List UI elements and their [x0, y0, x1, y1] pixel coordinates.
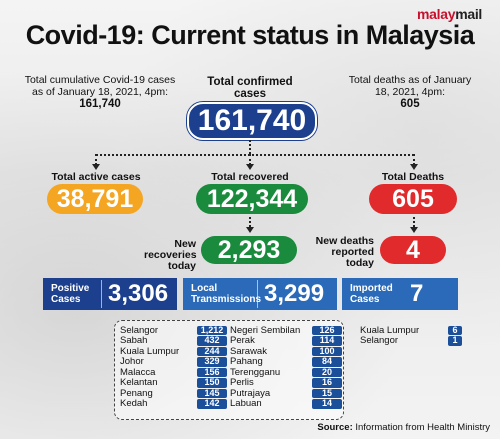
deaths-label: Total Deaths	[381, 171, 445, 183]
page-title: Covid-19: Current status in Malaysia	[25, 20, 475, 50]
list-item: Terengganu 20	[230, 367, 342, 378]
list-item: Sarawak 100	[230, 346, 342, 357]
new-deaths-label: New deaths reported today	[315, 235, 374, 269]
count-badge: 6	[448, 325, 462, 335]
imported-cases-value: 7	[410, 280, 424, 307]
brand-logo: malaymail	[417, 6, 483, 22]
count-badge: 156	[197, 367, 227, 377]
deaths-note: Total deaths as of January 18, 2021, 4pm…	[340, 74, 480, 110]
count-badge: 100	[312, 346, 342, 356]
local-transmissions-bar: Local Transmissions 3,299	[183, 278, 337, 310]
active-cases-pill: 38,791	[47, 184, 143, 214]
positive-cases-bar: Positive Cases 3,306	[43, 278, 177, 310]
count-badge: 145	[197, 388, 227, 398]
list-item: Pahang 84	[230, 356, 342, 367]
count-badge: 142	[197, 398, 227, 409]
connector-line	[413, 154, 415, 165]
new-recoveries-pill: 2,293	[201, 236, 297, 264]
list-item: Perlis 16	[230, 377, 342, 388]
positive-cases-value: 3,306	[101, 280, 168, 308]
confirmed-label: Total confirmed cases	[207, 76, 293, 100]
connector-line	[413, 217, 415, 227]
list-item: Selangor 1,212	[120, 325, 227, 336]
count-badge: 16	[312, 377, 342, 388]
active-cases-label: Total active cases	[51, 171, 141, 183]
deaths-note-text: Total deaths as of January 18, 2021, 4pm…	[348, 74, 472, 98]
list-item: Perak 114	[230, 335, 342, 346]
cumulative-note-value: 161,740	[79, 98, 121, 110]
source-note: Source: Information from Health Ministry	[317, 422, 490, 433]
imported-cases-label: Imported Cases	[350, 283, 393, 305]
count-badge: 244	[197, 346, 227, 356]
imported-cases-bar: Imported Cases 7	[342, 278, 458, 310]
new-recoveries-label: New recoveries today	[144, 238, 197, 272]
positive-cases-label: Positive Cases	[51, 283, 90, 305]
count-badge: 432	[197, 335, 227, 346]
list-item: Kuala Lumpur 6	[360, 325, 462, 336]
list-item: Penang 145	[120, 388, 227, 399]
recovered-pill: 122,344	[196, 184, 308, 214]
local-states-list-1: Selangor 1,212 Sabah 432 Kuala Lumpur 244 J…	[120, 325, 227, 409]
count-badge: 1	[448, 335, 462, 346]
list-item: Negeri Sembilan 126	[230, 325, 342, 336]
local-states-list-2: Negeri Sembilan 126 Perak 114 Sarawak 100 P…	[230, 325, 342, 409]
count-badge: 329	[197, 356, 227, 367]
count-badge: 126	[312, 325, 342, 335]
count-badge: 20	[312, 367, 342, 377]
count-badge: 84	[312, 356, 342, 367]
deaths-note-value: 605	[400, 98, 420, 110]
connector-line	[96, 154, 414, 156]
list-item: Sabah 432	[120, 335, 227, 346]
source-text: Information from Health Ministry	[355, 422, 490, 433]
local-states-box	[114, 320, 344, 420]
list-item: Kedah 142	[120, 398, 227, 409]
source-label: Source:	[317, 422, 353, 433]
count-badge: 15	[312, 388, 342, 398]
local-transmissions-label: Local Transmissions	[191, 283, 262, 305]
cumulative-note-text: Total cumulative Covid-19 cases as of Ja…	[24, 74, 176, 98]
connector-line	[95, 154, 97, 165]
list-item: Malacca 156	[120, 367, 227, 378]
list-item: Selangor 1	[360, 335, 462, 346]
count-badge: 114	[312, 335, 342, 346]
arrow-down-icon	[246, 164, 254, 170]
count-badge: 1,212	[197, 325, 227, 335]
connector-line	[249, 154, 251, 165]
count-badge: 14	[312, 398, 342, 409]
arrow-down-icon	[92, 164, 100, 170]
arrow-down-icon	[410, 227, 418, 233]
count-badge: 150	[197, 377, 227, 388]
list-item: Labuan 14	[230, 398, 342, 409]
imported-states-list: Kuala Lumpur 6 Selangor 1	[360, 325, 462, 346]
deaths-pill: 605	[369, 184, 457, 214]
connector-line	[249, 140, 251, 154]
new-deaths-pill: 4	[380, 236, 446, 264]
arrow-down-icon	[410, 164, 418, 170]
confirmed-cases-pill: 161,740	[187, 102, 317, 140]
connector-line	[249, 217, 251, 227]
list-item: Kelantan 150	[120, 377, 227, 388]
recovered-label: Total recovered	[211, 171, 289, 183]
cumulative-note: Total cumulative Covid-19 cases as of Ja…	[20, 74, 180, 110]
local-transmissions-value: 3,299	[257, 280, 324, 308]
list-item: Kuala Lumpur 244	[120, 346, 227, 357]
list-item: Putrajaya 15	[230, 388, 342, 399]
list-item: Johor 329	[120, 356, 227, 367]
arrow-down-icon	[246, 227, 254, 233]
